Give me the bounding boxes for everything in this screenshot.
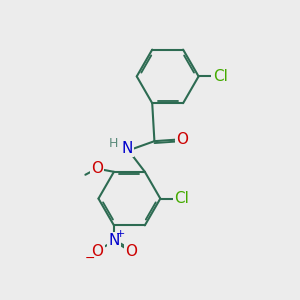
Text: N: N	[108, 233, 120, 248]
Text: H: H	[109, 137, 118, 150]
Text: O: O	[176, 132, 188, 147]
Text: O: O	[91, 161, 103, 176]
Text: O: O	[125, 244, 137, 260]
Text: −: −	[85, 252, 96, 265]
Text: O: O	[92, 244, 104, 259]
Text: +: +	[116, 229, 125, 239]
Text: N: N	[121, 141, 133, 156]
Text: Cl: Cl	[174, 191, 189, 206]
Text: Cl: Cl	[213, 69, 227, 84]
